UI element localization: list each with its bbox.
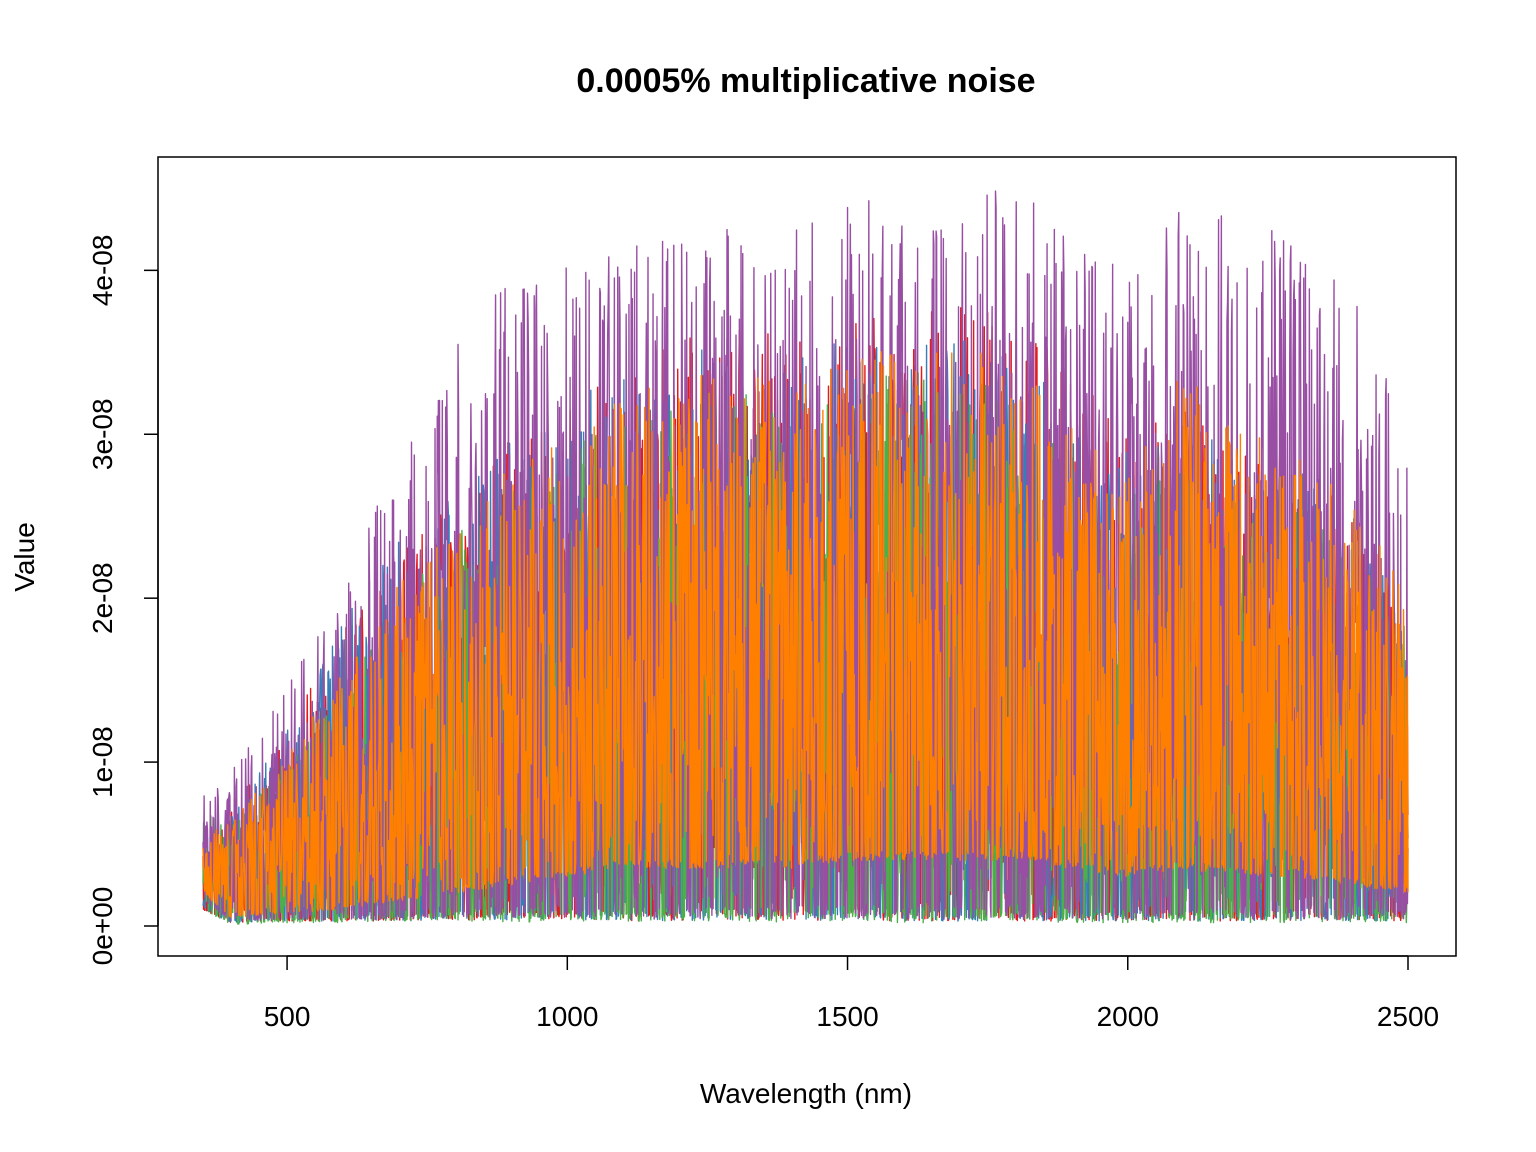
x-tick-label: 2500 (1377, 1001, 1439, 1032)
x-tick-label: 1500 (816, 1001, 878, 1032)
x-tick-label: 2000 (1097, 1001, 1159, 1032)
y-axis-label: Value (9, 522, 40, 592)
y-tick-label: 4e-08 (87, 235, 118, 307)
y-axis: 0e+00 1e-08 2e-08 3e-08 4e-08 (87, 235, 159, 966)
y-tick-label: 2e-08 (87, 562, 118, 634)
x-axis: 500 1000 1500 2000 2500 (264, 955, 1439, 1032)
y-tick-label: 0e+00 (87, 887, 118, 966)
series-layer (202, 190, 1409, 925)
x-tick-label: 1000 (536, 1001, 598, 1032)
y-tick-label: 1e-08 (87, 726, 118, 798)
series-line-5 (202, 351, 1409, 918)
chart-title: 0.0005% multiplicative noise (576, 62, 1035, 100)
y-tick-label: 3e-08 (87, 398, 118, 470)
x-axis-label: Wavelength (nm) (700, 1078, 912, 1109)
x-tick-label: 500 (264, 1001, 311, 1032)
